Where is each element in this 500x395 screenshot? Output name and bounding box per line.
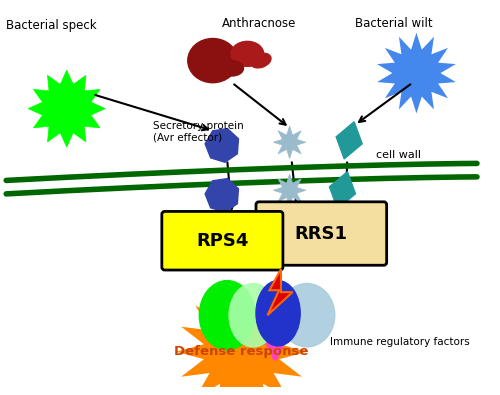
Polygon shape [205, 129, 238, 162]
Text: cell wall: cell wall [376, 150, 421, 160]
Polygon shape [336, 122, 362, 159]
Text: Bacterial wilt: Bacterial wilt [355, 17, 432, 30]
Ellipse shape [220, 60, 244, 76]
Text: Immune regulatory factors: Immune regulatory factors [330, 337, 469, 347]
Polygon shape [274, 126, 306, 158]
Ellipse shape [250, 53, 271, 68]
FancyBboxPatch shape [256, 202, 386, 265]
FancyBboxPatch shape [162, 211, 283, 270]
Ellipse shape [231, 41, 264, 66]
Text: Anthracnose: Anthracnose [222, 17, 296, 30]
Polygon shape [330, 172, 355, 209]
Polygon shape [274, 174, 306, 207]
Text: Bacterial speck: Bacterial speck [6, 19, 97, 32]
Polygon shape [268, 269, 292, 315]
Ellipse shape [188, 38, 238, 83]
Polygon shape [377, 33, 456, 113]
Polygon shape [176, 286, 307, 395]
Text: Defense response: Defense response [174, 345, 309, 358]
Ellipse shape [279, 284, 335, 347]
Ellipse shape [256, 280, 300, 346]
Text: RRS1: RRS1 [295, 224, 348, 243]
Polygon shape [205, 179, 238, 212]
Ellipse shape [200, 280, 255, 350]
Ellipse shape [229, 284, 277, 347]
Polygon shape [28, 70, 105, 147]
Text: RPS4: RPS4 [196, 232, 248, 250]
Text: Secretory protein
(Avr effector): Secretory protein (Avr effector) [153, 121, 244, 143]
